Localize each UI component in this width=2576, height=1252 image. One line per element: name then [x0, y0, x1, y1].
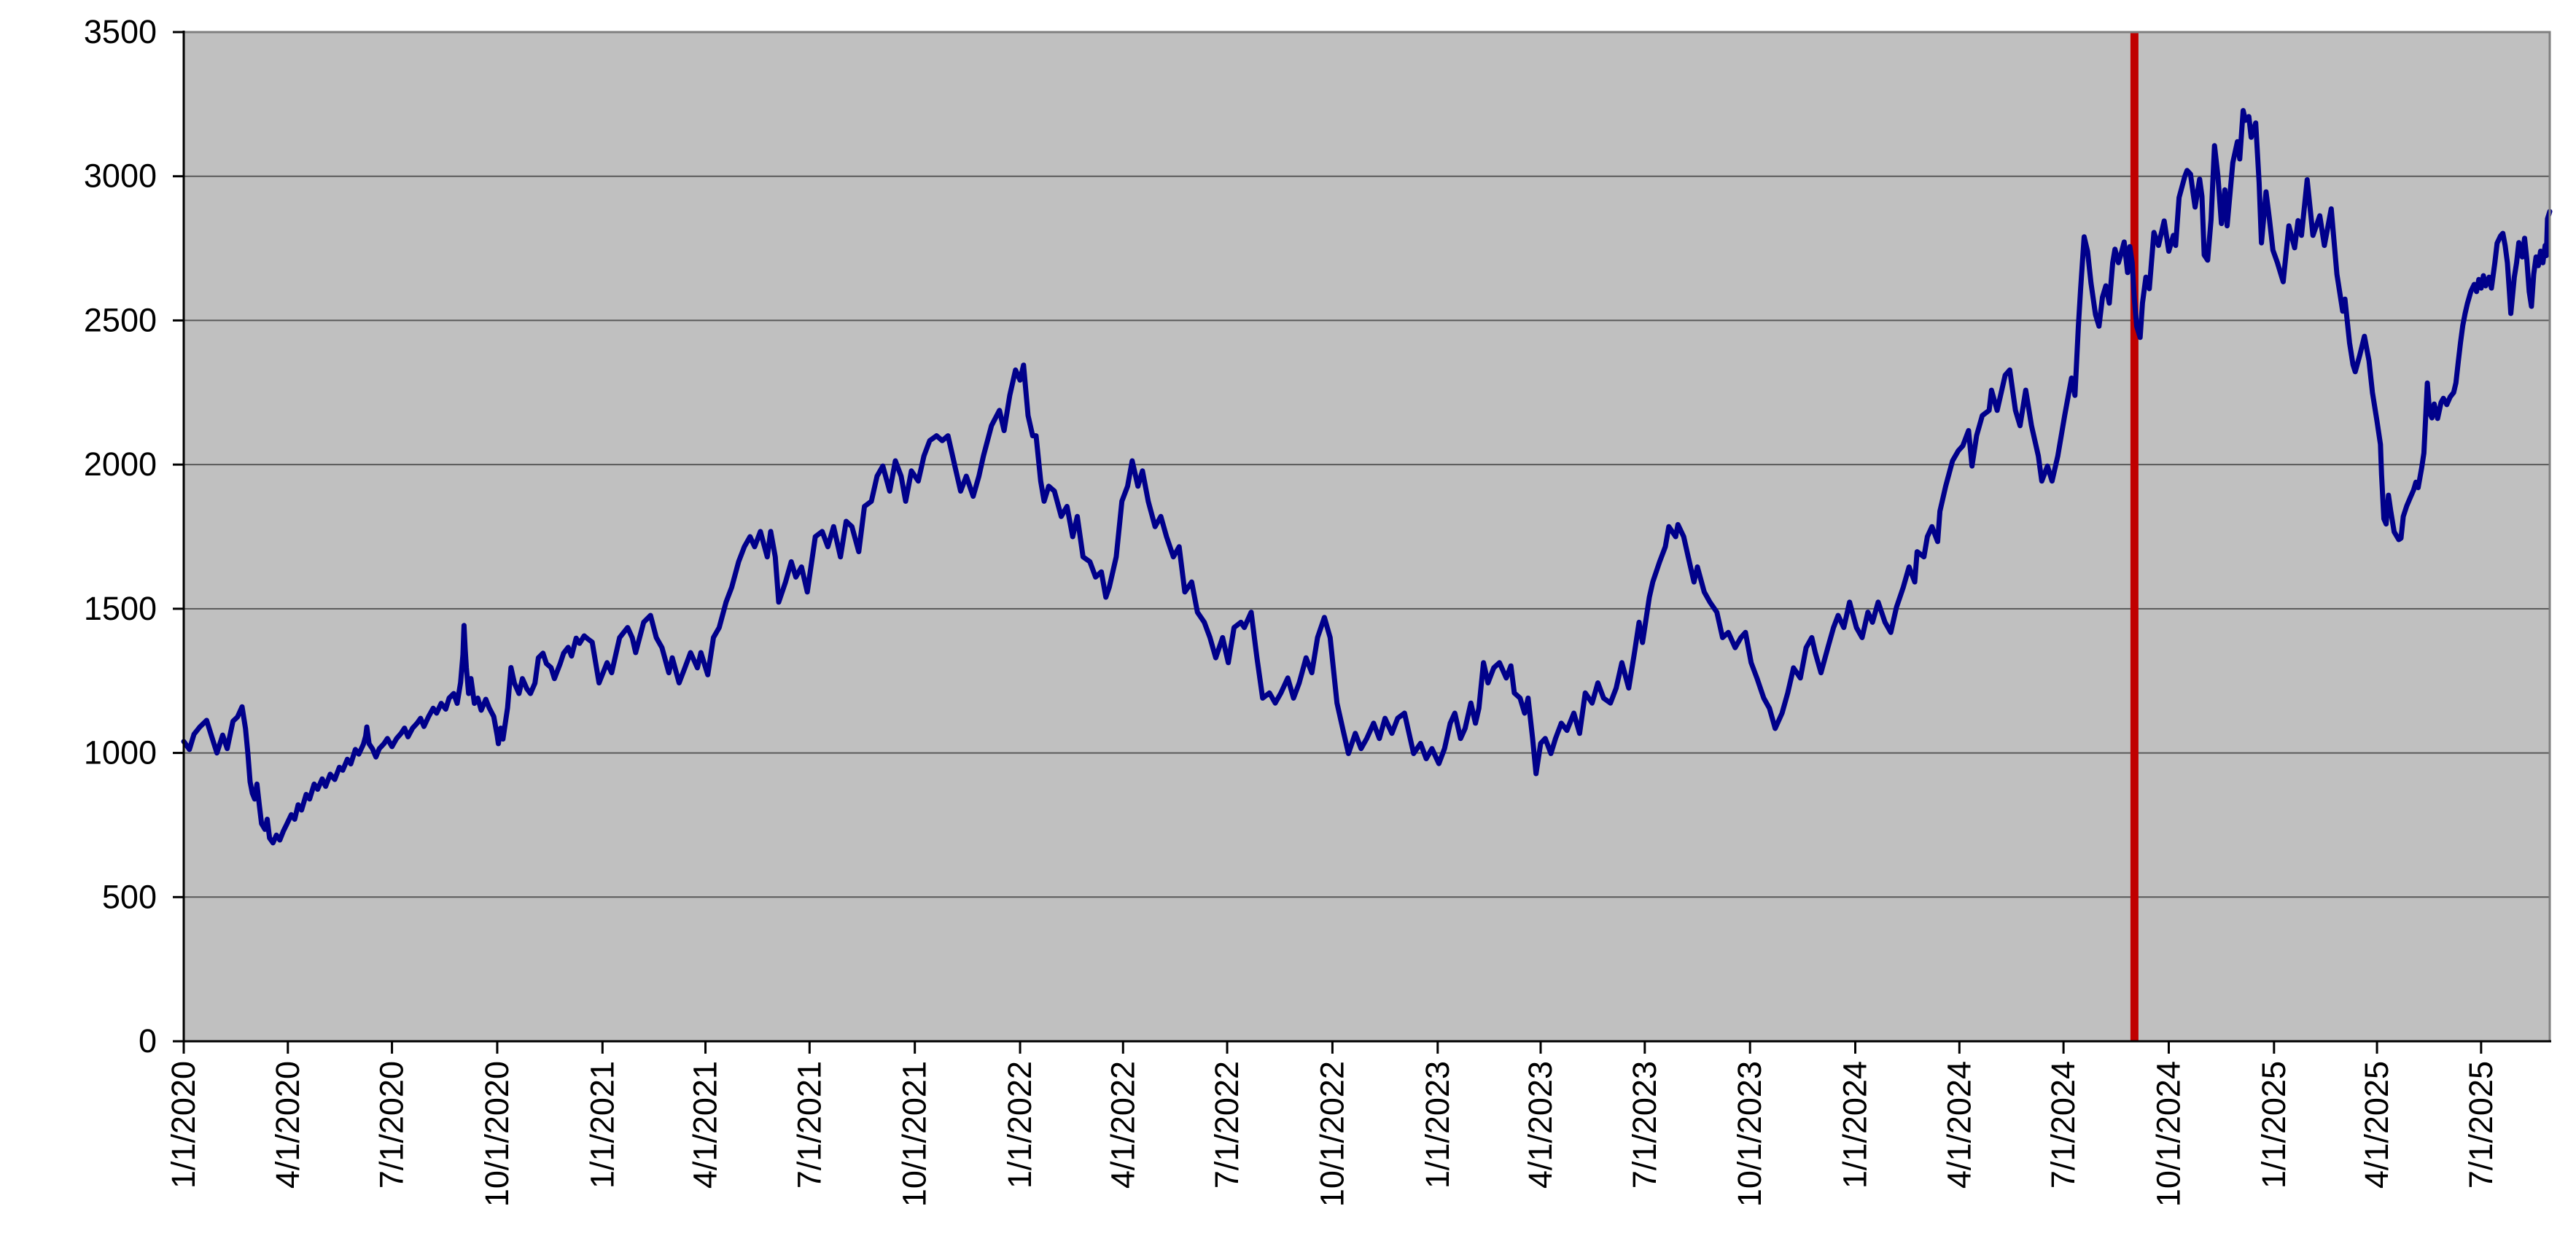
price-line	[181, 108, 2553, 846]
axes	[182, 31, 2551, 1043]
x-tick-label-10/1/2023: 10/1/2023	[1731, 1061, 1768, 1207]
x-tick-label-7/1/2025: 7/1/2025	[2462, 1061, 2499, 1189]
x-tick-label-1/1/2025: 1/1/2025	[2255, 1061, 2292, 1189]
x-tick-label-4/1/2023: 4/1/2023	[1522, 1061, 1559, 1189]
y-tick-label-0: 0	[139, 1022, 157, 1059]
plot-area	[184, 32, 2550, 1041]
y-tick-label-500: 500	[102, 878, 157, 915]
y-tick-label-1500: 1500	[84, 590, 157, 627]
x-axis-labels: 1/1/2020 4/1/2020 7/1/2020 10/1/2020 1/1/202…	[165, 1061, 2499, 1207]
x-tick-label-7/1/2020: 7/1/2020	[373, 1061, 410, 1189]
x-tick-label-4/1/2024: 4/1/2024	[1940, 1061, 1977, 1189]
x-axis-ticks	[182, 1041, 2483, 1054]
y-tick-label-2500: 2500	[84, 301, 157, 338]
x-tick-label-1/1/2024: 1/1/2024	[1837, 1061, 1874, 1189]
x-tick-label-4/1/2025: 4/1/2025	[2358, 1061, 2395, 1189]
y-tick-label-1000: 1000	[84, 734, 157, 771]
x-tick-label-1/1/2022: 1/1/2022	[1001, 1061, 1038, 1189]
x-tick-label-10/1/2022: 10/1/2022	[1313, 1061, 1350, 1207]
x-tick-label-4/1/2020: 4/1/2020	[269, 1061, 306, 1189]
y-tick-label-3500: 3500	[84, 13, 157, 50]
y-tick-label-2000: 2000	[84, 446, 157, 483]
y-gridlines	[184, 175, 2550, 898]
x-tick-label-1/1/2023: 1/1/2023	[1419, 1061, 1456, 1189]
y-axis-labels: 0 500 1000 1500 2000 2500 3000 3500	[84, 13, 157, 1059]
y-axis-ticks	[173, 31, 184, 1043]
x-tick-label-10/1/2020: 10/1/2020	[478, 1061, 515, 1207]
x-tick-label-4/1/2021: 4/1/2021	[687, 1061, 724, 1189]
x-tick-label-1/1/2021: 1/1/2021	[583, 1061, 620, 1189]
x-tick-label-7/1/2023: 7/1/2023	[1626, 1061, 1663, 1189]
x-tick-label-4/1/2022: 4/1/2022	[1104, 1061, 1141, 1189]
x-tick-label-1/1/2020: 1/1/2020	[165, 1061, 202, 1189]
x-tick-label-7/1/2021: 7/1/2021	[790, 1061, 828, 1189]
y-tick-label-3000: 3000	[84, 158, 157, 195]
x-tick-label-7/1/2024: 7/1/2024	[2044, 1061, 2082, 1189]
x-tick-label-10/1/2021: 10/1/2021	[896, 1061, 933, 1207]
x-tick-label-7/1/2022: 7/1/2022	[1208, 1061, 1245, 1189]
x-tick-label-10/1/2024: 10/1/2024	[2149, 1061, 2187, 1207]
